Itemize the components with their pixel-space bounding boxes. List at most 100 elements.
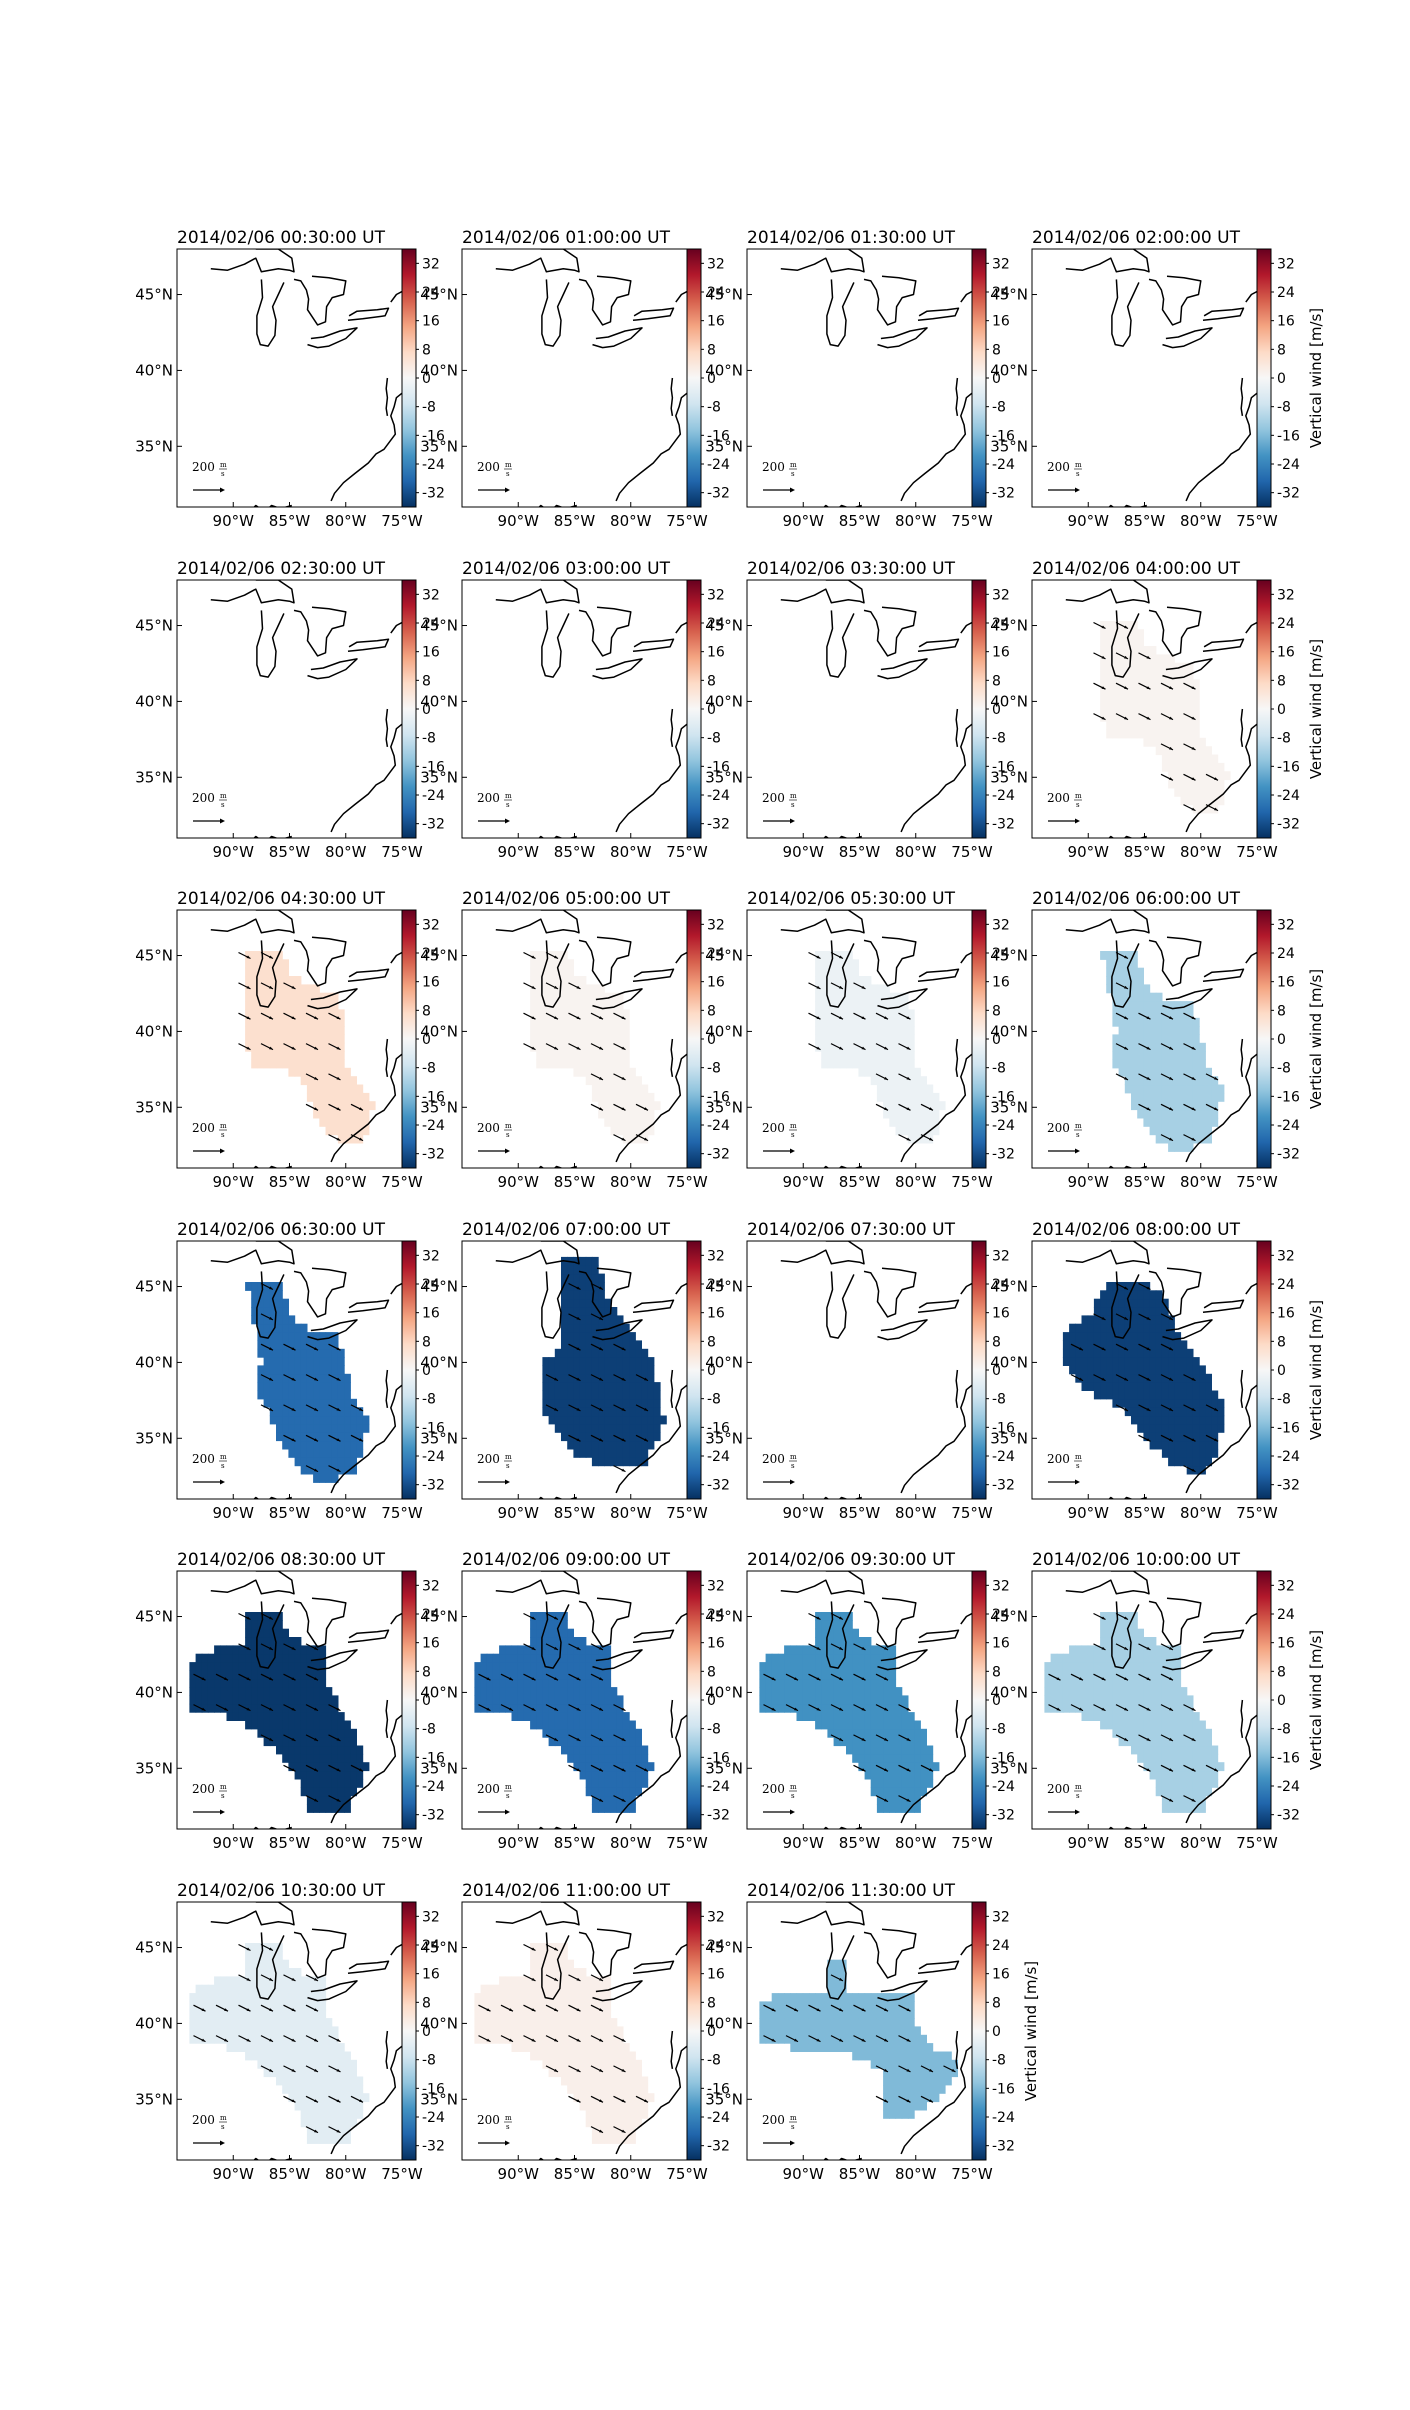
wind-cell (585, 1753, 593, 1763)
wind-cell (561, 1382, 568, 1391)
wind-cell (282, 1415, 289, 1425)
wind-cell (1155, 1307, 1163, 1316)
wind-cell (263, 1307, 271, 1316)
colorbar (971, 1570, 987, 1830)
wind-cell (548, 1001, 556, 1010)
wind-cell (604, 1703, 612, 1713)
wind-cell (827, 1628, 835, 1638)
wind-cell (1124, 1365, 1132, 1375)
wind-cell (1112, 1653, 1120, 1663)
wind-cell (1143, 1753, 1151, 1763)
wind-cell (1186, 779, 1194, 789)
wind-cell (895, 1084, 903, 1094)
wind-cell (610, 1001, 618, 1010)
coastline-michigan (256, 279, 285, 347)
lat-tick-label: 35°N (705, 1759, 743, 1777)
coastline-canada (675, 1282, 687, 1295)
wind-cell (901, 1795, 909, 1805)
wind-vector-head (1191, 1438, 1196, 1442)
coastline-atlantic (330, 1384, 402, 1494)
wind-cell (610, 1398, 618, 1408)
wind-cell (821, 1678, 828, 1688)
wind-cell (257, 1373, 265, 1383)
wind-cell (1143, 1315, 1151, 1325)
wind-cell (777, 1678, 785, 1688)
wind-cell (585, 1365, 593, 1375)
wind-cell (802, 1712, 810, 1721)
wind-cell (1124, 1620, 1132, 1630)
lon-tick-label: 90°W (498, 1834, 540, 1852)
wind-cell (523, 1662, 531, 1671)
coastline-superior (210, 1241, 295, 1265)
wind-cell (1211, 779, 1219, 789)
wind-cell (220, 1695, 228, 1705)
wind-cell (331, 1448, 339, 1458)
wind-cell (579, 1432, 587, 1442)
wind-cell (288, 1398, 296, 1408)
wind-cell (523, 1670, 531, 1680)
wind-cell (653, 1423, 661, 1433)
wind-cell (269, 1282, 277, 1291)
wind-cell (1137, 1390, 1144, 1400)
wind-cell (573, 1745, 581, 1755)
wind-cell (1143, 1332, 1151, 1341)
coastline-michigan (256, 1601, 285, 1669)
coastline-erie (592, 1649, 643, 1671)
wind-cell (622, 1753, 630, 1763)
wind-cell (1131, 1720, 1138, 1730)
wind-cell (1192, 1365, 1200, 1375)
wind-cell (554, 976, 562, 985)
wind-cell (579, 1340, 587, 1350)
wind-cell (269, 1670, 277, 1680)
wind-cell (1106, 621, 1113, 630)
colorbar-tick-label: 0 (707, 371, 716, 387)
wind-cell (220, 1687, 228, 1696)
wind-cell (1112, 729, 1120, 739)
wind-cell (579, 1348, 587, 1358)
wind-cell (765, 1678, 773, 1688)
wind-cell (561, 1298, 568, 1308)
wind-cell (622, 1067, 630, 1077)
coastline-superior (780, 249, 865, 273)
wind-cell (1100, 621, 1107, 630)
wind-cell (852, 1720, 859, 1730)
wind-cell (641, 1407, 649, 1417)
wind-cell (616, 1457, 624, 1467)
wind-cell (1186, 771, 1194, 781)
lat-tick-label: 40°N (990, 361, 1028, 379)
wind-cell (1106, 1678, 1113, 1688)
wind-cell (536, 1612, 543, 1621)
wind-cell (1062, 1678, 1070, 1688)
scale-unit-den: s (1076, 1462, 1080, 1470)
wind-cell (1155, 1670, 1163, 1680)
wind-cell (1161, 1117, 1169, 1127)
wind-cell (1106, 976, 1113, 985)
wind-cell (214, 1645, 221, 1655)
wind-cell (870, 1703, 878, 1713)
wind-cell (1143, 1407, 1151, 1417)
wind-cell (548, 1009, 556, 1019)
wind-cell (883, 1703, 890, 1713)
wind-cell (876, 1076, 884, 1086)
wind-cell (300, 1662, 308, 1671)
wind-cell (604, 1762, 612, 1772)
wind-cell (313, 1076, 320, 1086)
wind-cell (1192, 1084, 1200, 1094)
wind-cell (319, 1695, 327, 1705)
wind-cell (870, 1051, 878, 1060)
wind-cell (1093, 1670, 1101, 1680)
wind-cell (331, 1737, 339, 1747)
wind-cell (821, 1637, 828, 1646)
wind-cell (306, 1720, 314, 1730)
wind-cell (579, 1059, 587, 1069)
scale-label: 200 (1047, 1782, 1070, 1796)
wind-cell (548, 1365, 556, 1375)
wind-cell (858, 1001, 866, 1010)
wind-cell (1199, 1440, 1206, 1450)
wind-cell (1180, 1109, 1188, 1119)
wind-cell (276, 976, 283, 985)
wind-cell (1118, 1620, 1126, 1630)
coastline-huron (293, 1597, 347, 1648)
panel-title: 2014/02/06 02:00:00 UT (1032, 228, 1241, 248)
